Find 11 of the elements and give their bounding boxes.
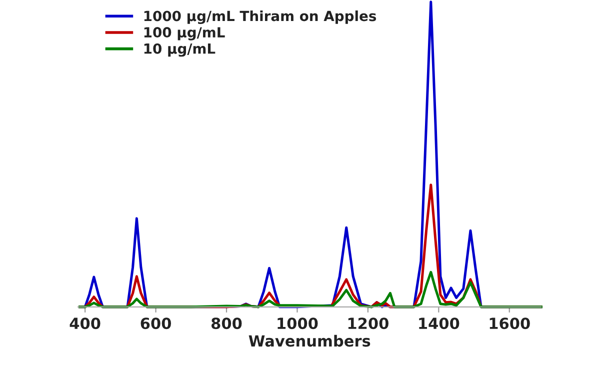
legend-label: 100 µg/mL — [144, 27, 225, 40]
x-tick-label: 800 — [211, 318, 242, 330]
x-tick-label: 1200 — [348, 318, 388, 330]
legend-label: 1000 µg/mL Thiram on Apples — [144, 10, 376, 24]
x-tick-label: 1600 — [490, 318, 530, 330]
x-tick-label: 600 — [140, 318, 172, 330]
x-tick-label: 400 — [70, 318, 100, 330]
x-axis-title: Wavenumbers — [248, 334, 370, 347]
x-tick-label: 1400 — [419, 318, 460, 330]
x-tick-label: 1000 — [278, 318, 318, 330]
legend-label: 10 µg/mL — [144, 43, 216, 57]
